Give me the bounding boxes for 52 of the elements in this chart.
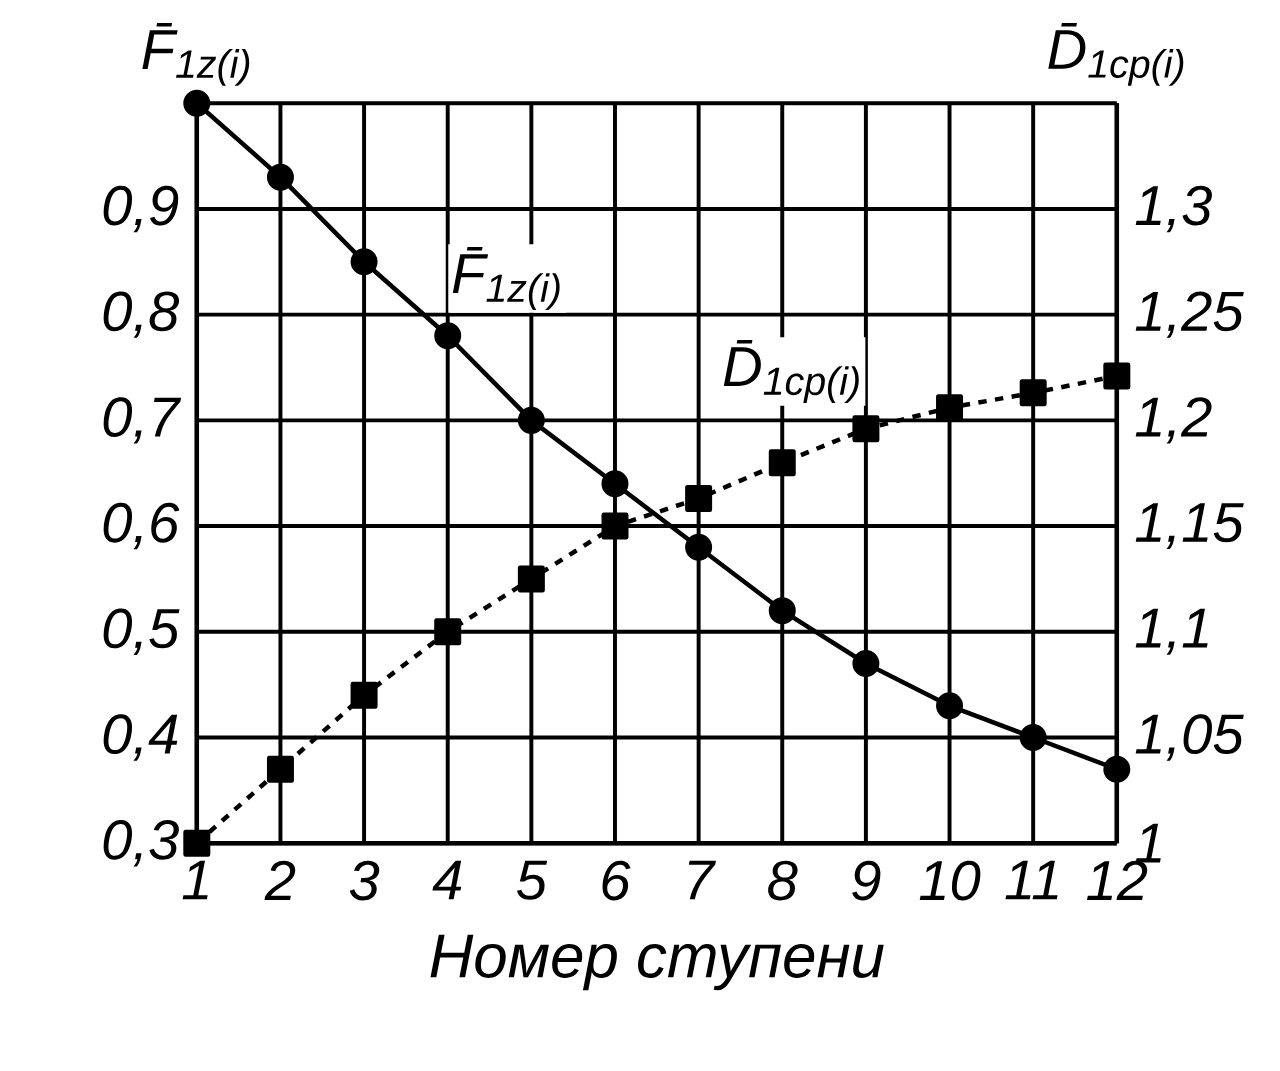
legend-label: F̄$_{1z(i)}$	[452, 246, 560, 310]
point	[601, 470, 629, 498]
point	[852, 649, 880, 677]
y-tick-label: 0,7	[103, 397, 182, 444]
x-tick-label: 1	[182, 860, 208, 900]
point	[434, 618, 462, 646]
point	[685, 533, 713, 561]
point	[1019, 723, 1047, 751]
x-tick-label: 3	[349, 860, 380, 901]
y2-tick-label: 1,15	[1135, 503, 1244, 549]
point	[266, 163, 294, 191]
point	[936, 394, 964, 422]
x-tick-label: 2	[264, 860, 296, 900]
x-tick-label: 5	[516, 860, 548, 900]
point	[685, 484, 713, 512]
y2-tick-label: 1,25	[1135, 291, 1244, 338]
point	[183, 829, 211, 857]
point	[266, 755, 294, 783]
point	[768, 449, 796, 477]
y2-tick-label: 1,05	[1135, 714, 1244, 761]
point	[350, 248, 378, 276]
x-axis-title: Номер ступени	[430, 934, 884, 991]
x-tick-label: 7	[688, 860, 716, 900]
y-tick-label: 0,4	[103, 714, 178, 761]
point	[936, 692, 964, 720]
y2-tick-label: 1,2	[1135, 397, 1212, 444]
y-tick-label: 0,8	[103, 291, 180, 338]
point	[1103, 362, 1131, 390]
y-axis-title: F̄$_{1z(i)}$	[142, 22, 250, 86]
point	[601, 512, 629, 540]
point	[350, 681, 378, 709]
point	[1019, 379, 1047, 407]
x-tick-label: 10	[919, 860, 981, 901]
y2-tick-label: 1,1	[1135, 608, 1208, 655]
series-label: D̄$_{1cp(i)}$	[723, 339, 859, 403]
x-tick-label: 11	[1005, 860, 1058, 900]
x-tick-label: 6	[602, 860, 631, 901]
x-tick-label: 4	[432, 860, 462, 900]
y2-axis-title: D̄$_{1cp(i)}$	[1048, 22, 1184, 86]
x-tick-label: 8	[768, 860, 798, 901]
point	[434, 322, 462, 350]
point	[517, 565, 545, 593]
y2-tick-label: 1,3	[1135, 185, 1212, 233]
point	[768, 597, 796, 625]
y-tick-label: 0,5	[103, 608, 180, 655]
point	[183, 89, 211, 117]
point	[852, 415, 880, 443]
y-tick-label: 0,9	[103, 185, 179, 233]
point	[517, 406, 545, 434]
y-tick-label: 0,3	[103, 819, 179, 867]
y-tick-label: 0,6	[103, 502, 180, 550]
x-tick-label: 9	[852, 860, 881, 901]
